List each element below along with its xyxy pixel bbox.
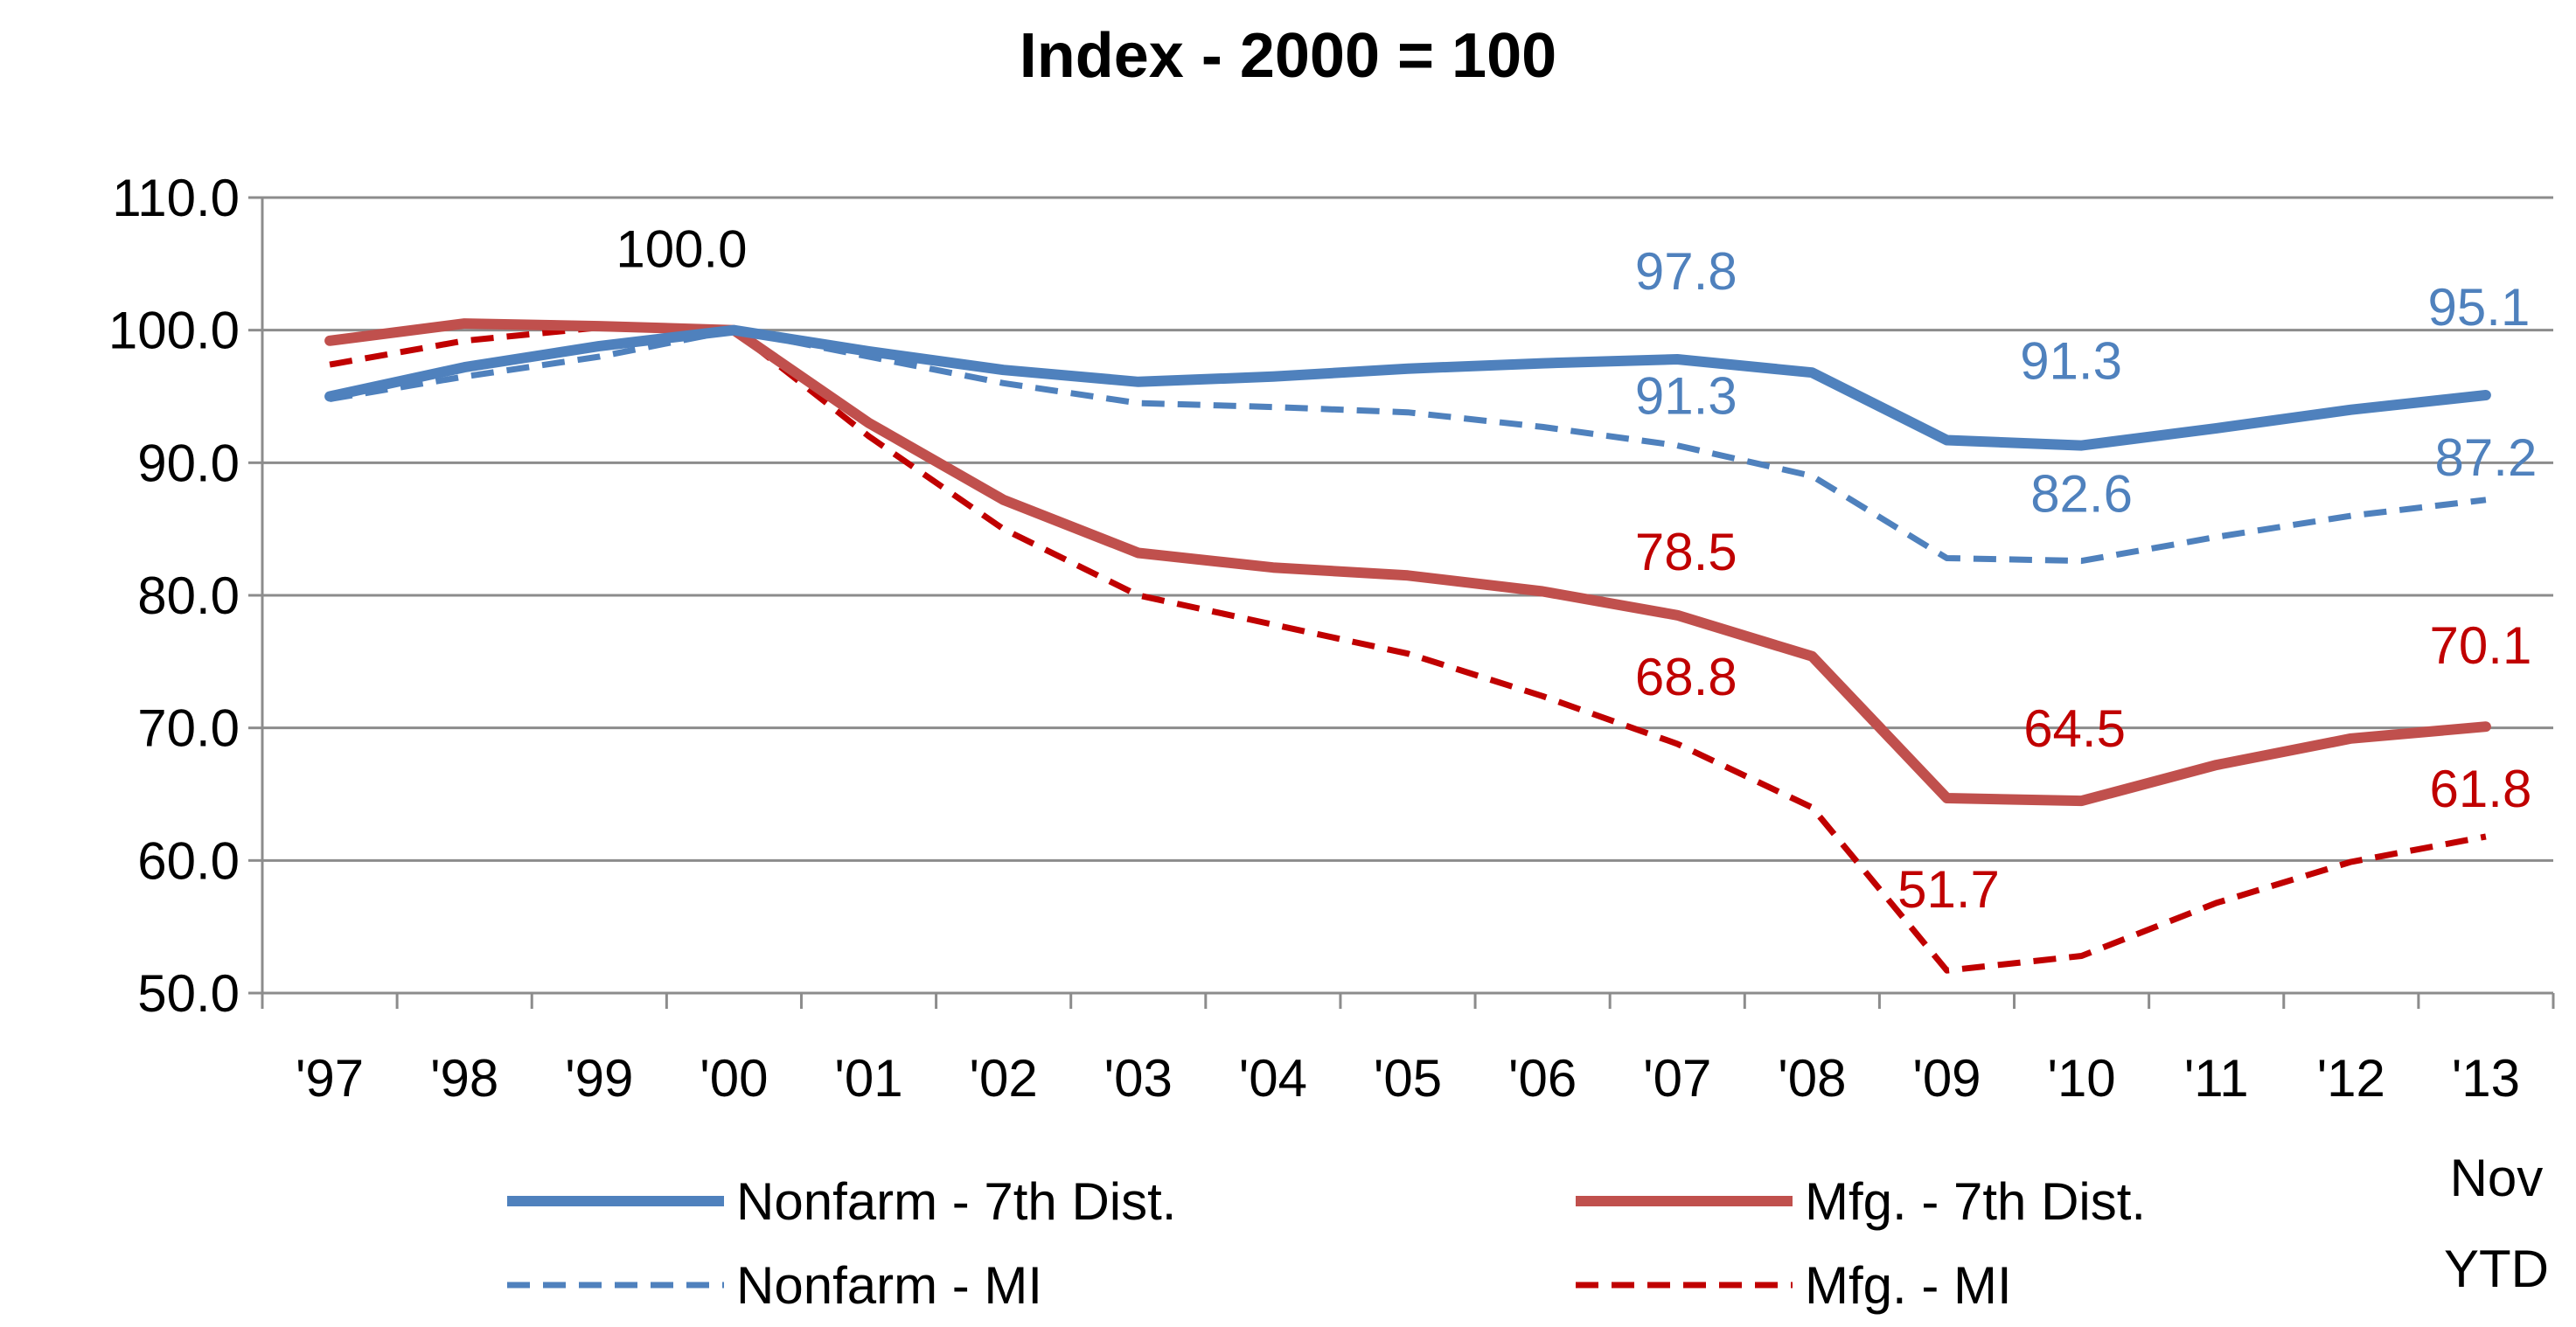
x-tick-label: '03	[1104, 1049, 1173, 1108]
x-tick-label: '98	[430, 1049, 498, 1108]
series-lines	[324, 318, 2491, 974]
series-line-2	[324, 318, 2491, 807]
data-label: 91.3	[2020, 332, 2122, 391]
y-tick-label: 100.0	[108, 302, 240, 360]
data-label: 61.8	[2430, 760, 2532, 818]
legend-label: Mfg. - MI	[1805, 1256, 2012, 1315]
x-tick-label: '07	[1643, 1049, 1711, 1108]
data-label: 78.5	[1635, 523, 1737, 581]
gridlines	[262, 196, 2553, 862]
legend-label: Nonfarm - MI	[736, 1256, 1042, 1315]
x-axis-note: YTD	[2444, 1240, 2549, 1298]
x-tick-label: '11	[2184, 1049, 2249, 1108]
data-label: 87.2	[2435, 428, 2538, 487]
series-line-1	[324, 324, 2491, 451]
x-tick-label: '13	[2452, 1049, 2520, 1108]
x-tick-label: '02	[970, 1049, 1038, 1108]
x-axis-note: Nov	[2450, 1149, 2544, 1207]
legend-label: Mfg. - 7th Dist.	[1805, 1172, 2146, 1231]
y-tick-label: 80.0	[137, 566, 240, 625]
data-label: 91.3	[1635, 367, 1737, 426]
data-labels: 100.0 97.8 91.3 95.1 91.3 82.6 87.2 78.5 64.5 70.…	[616, 220, 2537, 920]
y-tick-label: 110.0	[112, 169, 240, 227]
legend-label: Nonfarm - 7th Dist.	[736, 1172, 1176, 1231]
x-tick-label: '01	[834, 1049, 902, 1108]
data-label: 64.5	[2023, 699, 2126, 758]
x-tick-label: '06	[1508, 1049, 1577, 1108]
data-label: 97.8	[1635, 242, 1737, 301]
x-tick-label: '00	[700, 1049, 768, 1108]
y-tick-label: 90.0	[137, 434, 240, 492]
x-tick-label: '04	[1239, 1049, 1307, 1108]
y-tick-label: 50.0	[137, 964, 240, 1023]
x-tick-label: '08	[1778, 1049, 1846, 1108]
data-label: 51.7	[1897, 860, 2000, 919]
x-tick-label: '05	[1374, 1049, 1442, 1108]
data-label: 82.6	[2030, 465, 2133, 524]
x-tick-label: '99	[565, 1049, 633, 1108]
series-line-4	[329, 324, 2487, 974]
axes: 50.0 60.0 70.0 80.0 90.0 100.0 110.0 '97 '98 '99 '…	[108, 169, 2555, 1298]
y-tick-label: 60.0	[137, 831, 240, 890]
data-label: 70.1	[2430, 616, 2532, 675]
x-tick-label: '12	[2317, 1049, 2385, 1108]
chart-title: Index - 2000 = 100	[1020, 21, 1556, 91]
x-tick-label: '09	[1912, 1049, 1981, 1108]
x-tick-label: '97	[296, 1049, 364, 1108]
y-tick-label: 70.0	[137, 699, 240, 758]
legend: Nonfarm - 7th Dist. Mfg. - 7th Dist. Nonfa…	[507, 1172, 2146, 1315]
data-label: 95.1	[2428, 278, 2531, 337]
data-label: 100.0	[616, 220, 747, 279]
x-tick-label: '10	[2047, 1049, 2115, 1108]
data-label: 68.8	[1635, 648, 1737, 706]
